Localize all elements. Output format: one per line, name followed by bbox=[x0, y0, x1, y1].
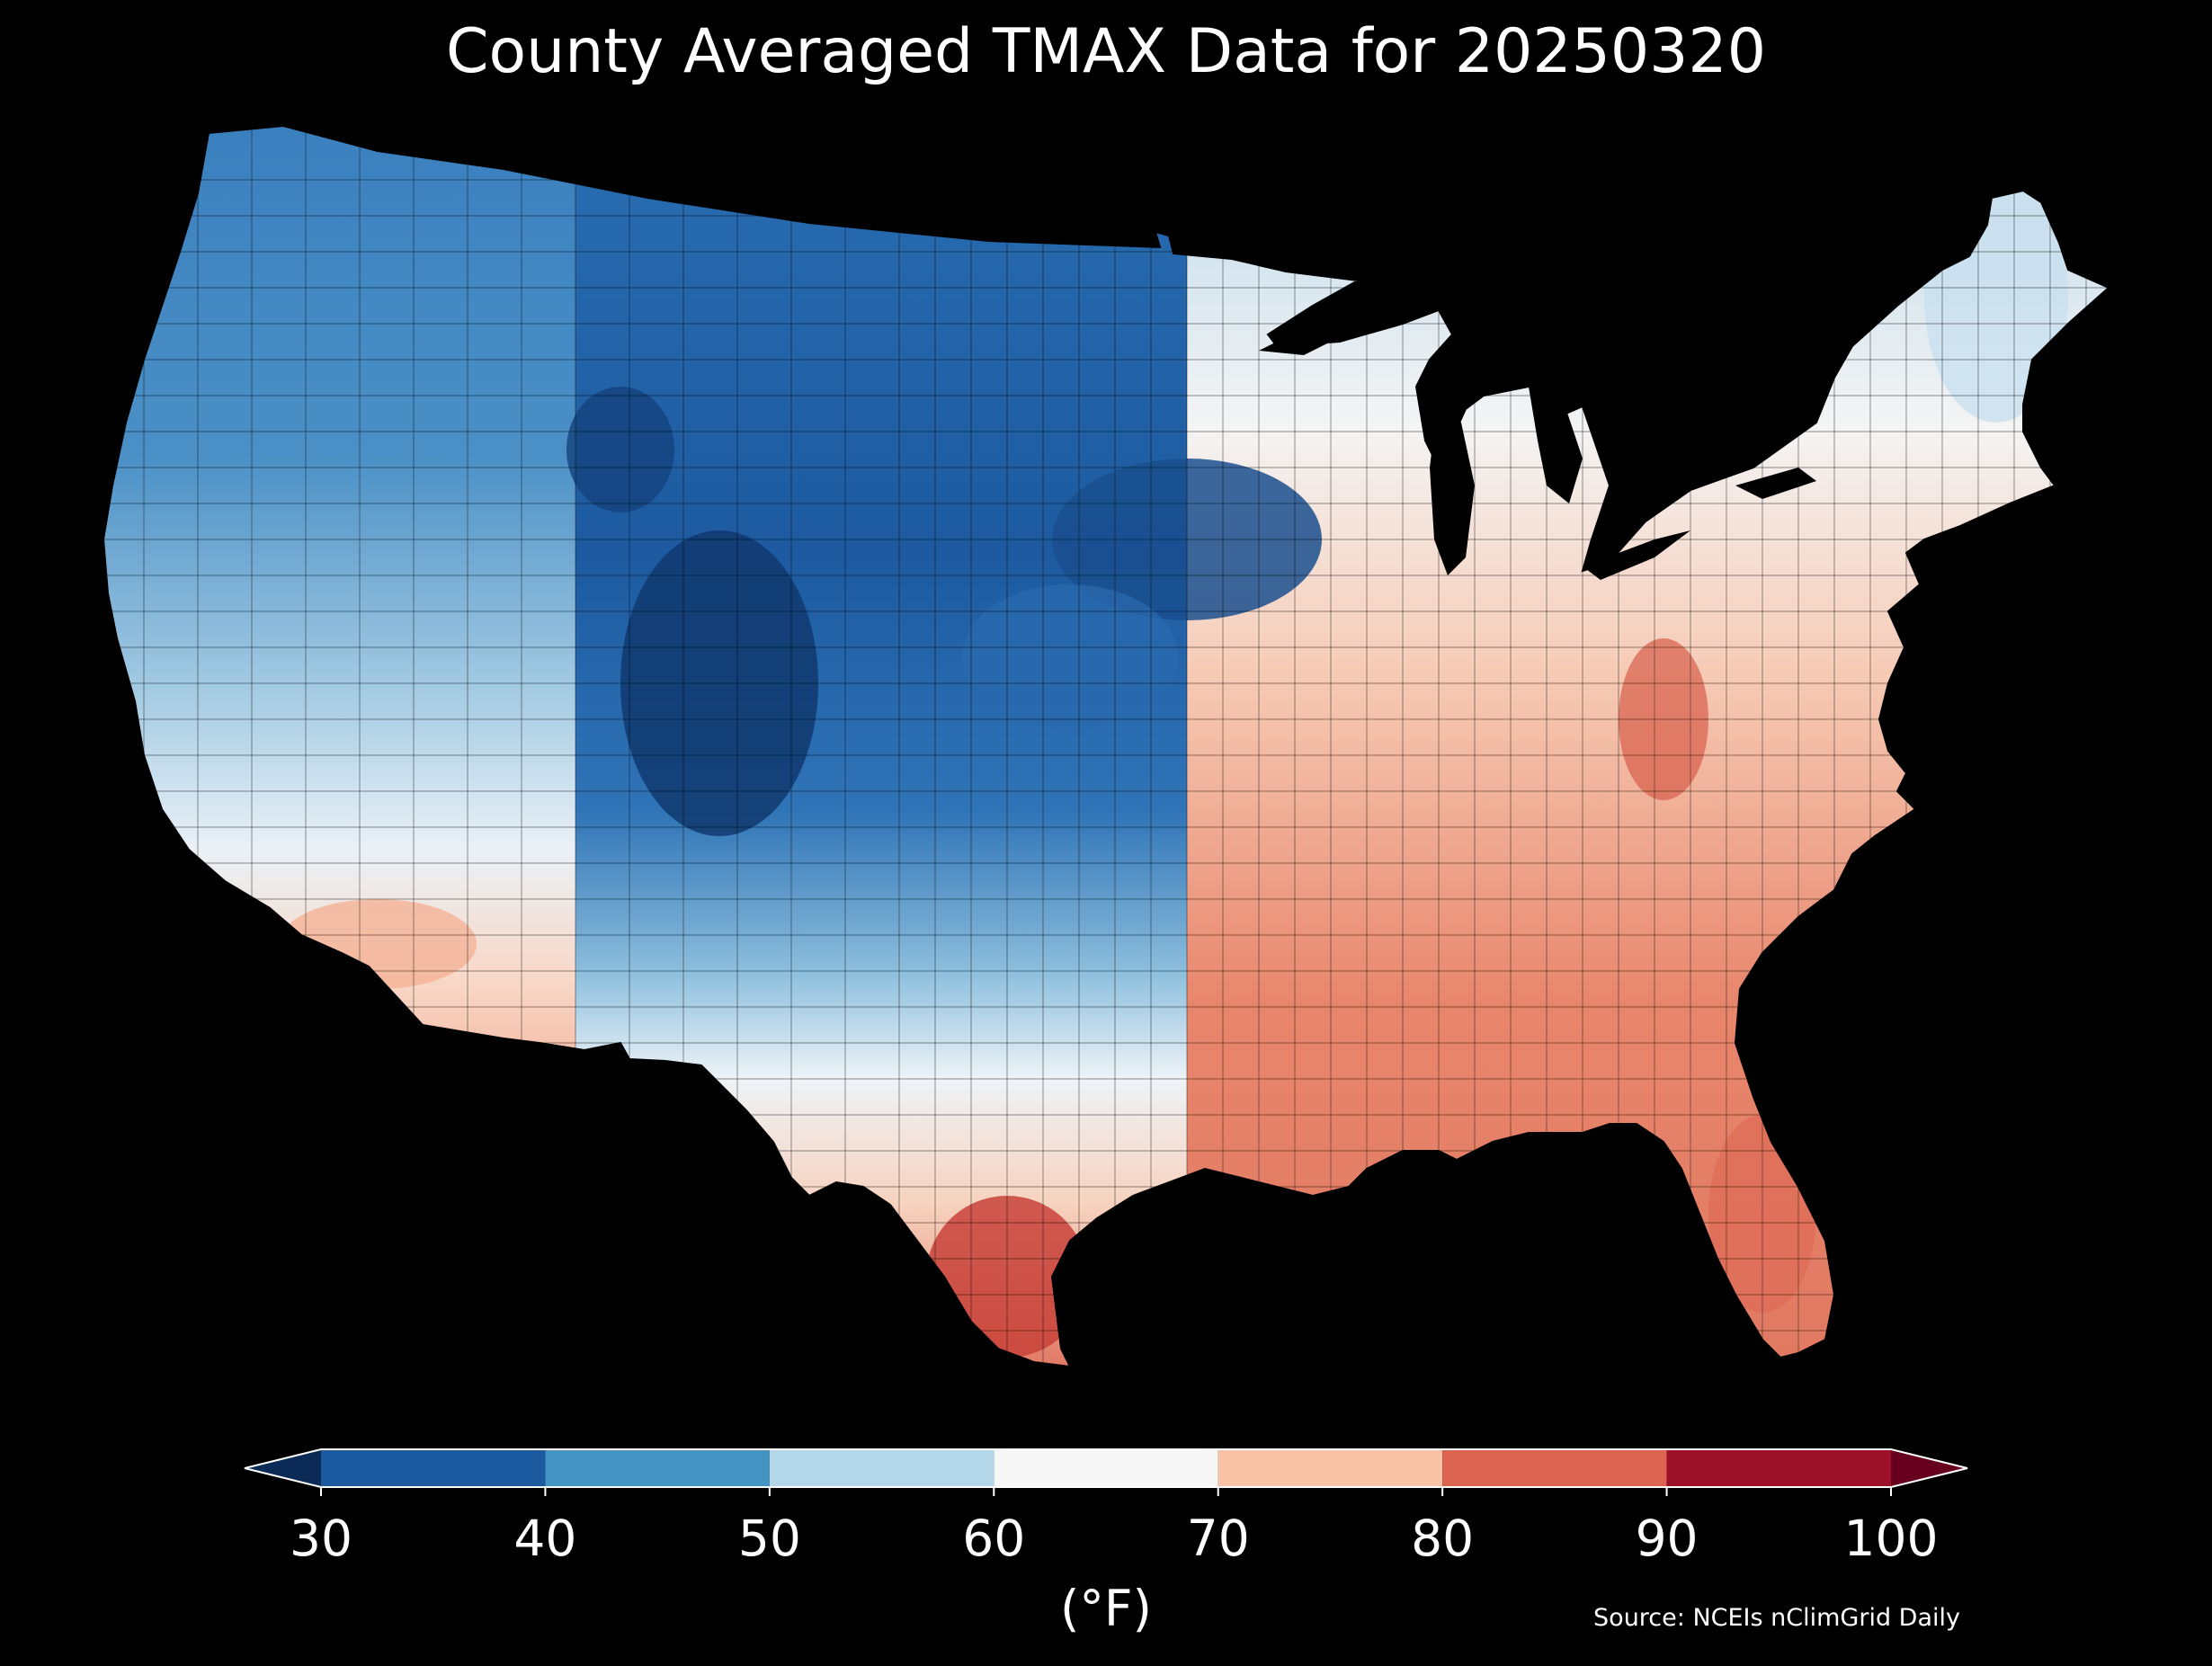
colorbar-bin-80-90 bbox=[1442, 1449, 1667, 1487]
colorbar-tick-label: 60 bbox=[962, 1510, 1025, 1567]
upper-midwest-cold-core bbox=[1052, 459, 1322, 620]
source-credit: Source: NCEIs nClimGrid Daily bbox=[1593, 1604, 1960, 1632]
lake-ontario bbox=[1735, 468, 1816, 499]
appalachian-warm bbox=[1619, 638, 1708, 800]
rockies-cold-core bbox=[620, 530, 818, 836]
colorbar-tick-label: 40 bbox=[513, 1510, 576, 1567]
colorbar-tick-label: 80 bbox=[1411, 1510, 1474, 1567]
colorbar-tick-label: 30 bbox=[290, 1510, 352, 1567]
us-county-map bbox=[103, 126, 2109, 1367]
colorbar-bin-70-80 bbox=[1217, 1449, 1443, 1487]
colorbar-under-arrow bbox=[245, 1449, 321, 1487]
colorbar-tick-labels: 30 40 50 60 70 80 90 100 bbox=[290, 1487, 1938, 1567]
lake-michigan bbox=[1430, 396, 1475, 575]
map-title: County Averaged TMAX Data for 20250320 bbox=[446, 16, 1766, 87]
lake-superior bbox=[1259, 301, 1376, 355]
temperature-colorbar: 30 40 50 60 70 80 90 100 bbox=[244, 1448, 1968, 1567]
colorbar-tick-label: 70 bbox=[1187, 1510, 1250, 1567]
colorbar-over-arrow bbox=[1891, 1449, 1967, 1487]
lake-huron bbox=[1529, 387, 1583, 503]
colorbar-bins bbox=[321, 1449, 1891, 1487]
kansas-cold-lobe bbox=[962, 584, 1178, 728]
colorbar-bin-40-50 bbox=[545, 1449, 770, 1487]
colorbar-tick-label: 50 bbox=[738, 1510, 801, 1567]
new-england-cool bbox=[1924, 171, 2068, 423]
lake-erie bbox=[1583, 530, 1690, 580]
colorbar-tick-label: 100 bbox=[1844, 1510, 1939, 1567]
colorbar-unit-label: (°F) bbox=[1060, 1580, 1152, 1637]
colorbar-bin-60-70 bbox=[994, 1449, 1218, 1487]
wyoming-cold-spot bbox=[566, 387, 674, 512]
colorbar-bin-50-60 bbox=[769, 1449, 995, 1487]
colorbar-bin-30-40 bbox=[321, 1449, 546, 1487]
great-lakes bbox=[1259, 301, 1816, 580]
colorbar-tick-label: 90 bbox=[1636, 1510, 1699, 1567]
colorbar-bin-90-100 bbox=[1666, 1449, 1891, 1487]
